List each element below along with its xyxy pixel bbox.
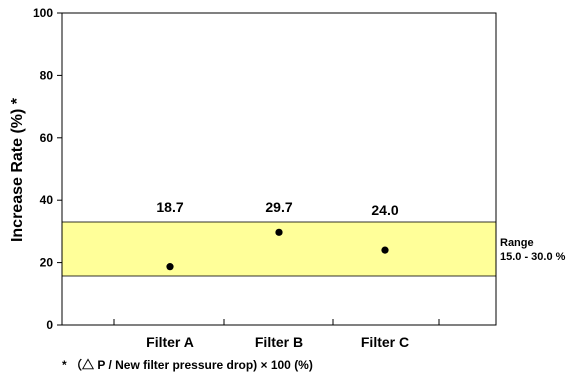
data-label: 18.7 — [156, 199, 183, 215]
x-tick-label: Filter A — [146, 334, 194, 350]
y-tick-label: 80 — [40, 68, 54, 82]
range-label-values: 15.0 - 30.0 % — [500, 251, 566, 263]
data-label: 24.0 — [371, 202, 398, 218]
range-label-title: Range — [500, 237, 534, 249]
x-tick-label: Filter C — [361, 334, 409, 350]
y-axis-label: Increase Rate (%) * — [9, 97, 26, 242]
footnote: * （△ P / New filter pressure drop) × 100… — [62, 358, 313, 372]
y-tick-label: 100 — [33, 6, 53, 20]
data-point — [381, 246, 389, 254]
y-tick-label: 60 — [40, 131, 54, 145]
data-point — [166, 263, 174, 271]
plot-frame — [61, 12, 497, 326]
y-tick-label: 0 — [46, 318, 53, 332]
y-tick-label: 40 — [40, 193, 54, 207]
x-tick-label: Filter B — [255, 334, 303, 350]
data-point — [275, 228, 283, 236]
y-tick-label: 20 — [40, 256, 54, 270]
data-label: 29.7 — [265, 199, 292, 215]
